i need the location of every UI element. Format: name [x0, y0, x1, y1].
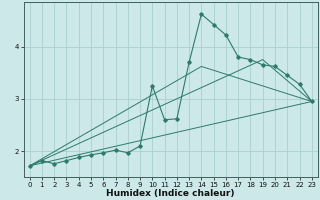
X-axis label: Humidex (Indice chaleur): Humidex (Indice chaleur) [107, 189, 235, 198]
